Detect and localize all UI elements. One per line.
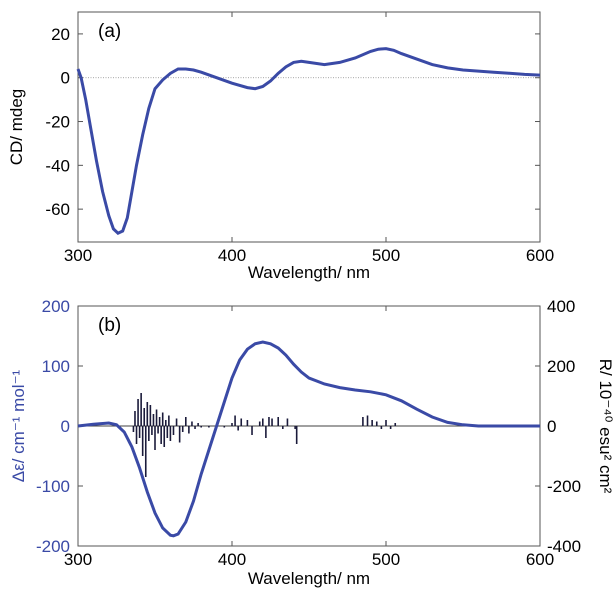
panel-b-y2-tick-label: -200	[547, 477, 581, 496]
panel-b: 300 400 500 600 200 100 0 -100 -200 400 200 0 -200…	[9, 297, 615, 588]
panel-a-label: (a)	[98, 21, 121, 42]
panel-b-x-tick-label: 500	[372, 550, 400, 569]
panel-b-y-tick-label: -200	[36, 537, 70, 556]
panel-b-y-tick-label: 200	[42, 297, 70, 316]
panel-b-x-tick-label: 300	[64, 550, 92, 569]
panel-a-y-tick-label: -40	[45, 156, 70, 175]
panel-a-y-ticks: 20 0 -20 -40 -60	[45, 25, 540, 219]
panel-b-x-ticks: 300 400 500 600	[64, 306, 554, 569]
panel-a-y-axis-label: CD/ mdeg	[7, 89, 26, 166]
panel-b-y-tick-label: -100	[36, 477, 70, 496]
panel-b-y-ticks: 200 100 0 -100 -200	[36, 297, 83, 556]
panel-b-label: (b)	[98, 315, 121, 336]
panel-a-y-tick-label: 0	[61, 69, 70, 88]
panel-a-x-tick-label: 600	[526, 246, 554, 265]
panel-a-x-tick-label: 400	[218, 246, 246, 265]
panel-b-y2-tick-label: -400	[547, 537, 581, 556]
panel-b-y-tick-label: 0	[61, 417, 70, 436]
panel-b-x-tick-label: 400	[218, 550, 246, 569]
panel-b-delta-epsilon-curve	[77, 340, 540, 538]
panel-b-y2-ticks: 400 200 0 -200 -400	[535, 297, 581, 556]
panel-a-y-tick-label: 20	[51, 25, 70, 44]
panel-b-x-tick-label: 600	[526, 550, 554, 569]
panel-b-y2-tick-label: 0	[547, 417, 556, 436]
panel-b-y-tick-label: 100	[42, 357, 70, 376]
panel-a-cd-curve	[76, 47, 541, 235]
panel-a-x-axis-label: Wavelength/ nm	[248, 263, 370, 282]
panel-a-x-tick-label: 300	[64, 246, 92, 265]
panel-a-frame	[77, 11, 541, 243]
panel-b-y-axis-label: Δε/ cm⁻¹ mol⁻¹	[9, 369, 28, 482]
panel-b-y2-axis-label: R/ 10⁻⁴⁰ esu² cm²	[596, 359, 615, 494]
panel-a-y-tick-label: -60	[45, 200, 70, 219]
panel-b-rotatory-strength-sticks	[132, 393, 397, 477]
panel-a-x-tick-label: 500	[372, 246, 400, 265]
panel-b-y2-tick-label: 400	[547, 297, 575, 316]
panel-b-y2-tick-label: 200	[547, 357, 575, 376]
panel-a: 300 400 500 600 20 0 -20 -40 -60 (a) Wavelength…	[7, 11, 554, 282]
panel-a-x-ticks: 300 400 500 600	[64, 12, 554, 265]
panel-b-x-axis-label: Wavelength/ nm	[248, 569, 370, 588]
panel-a-y-tick-label: -20	[45, 113, 70, 132]
